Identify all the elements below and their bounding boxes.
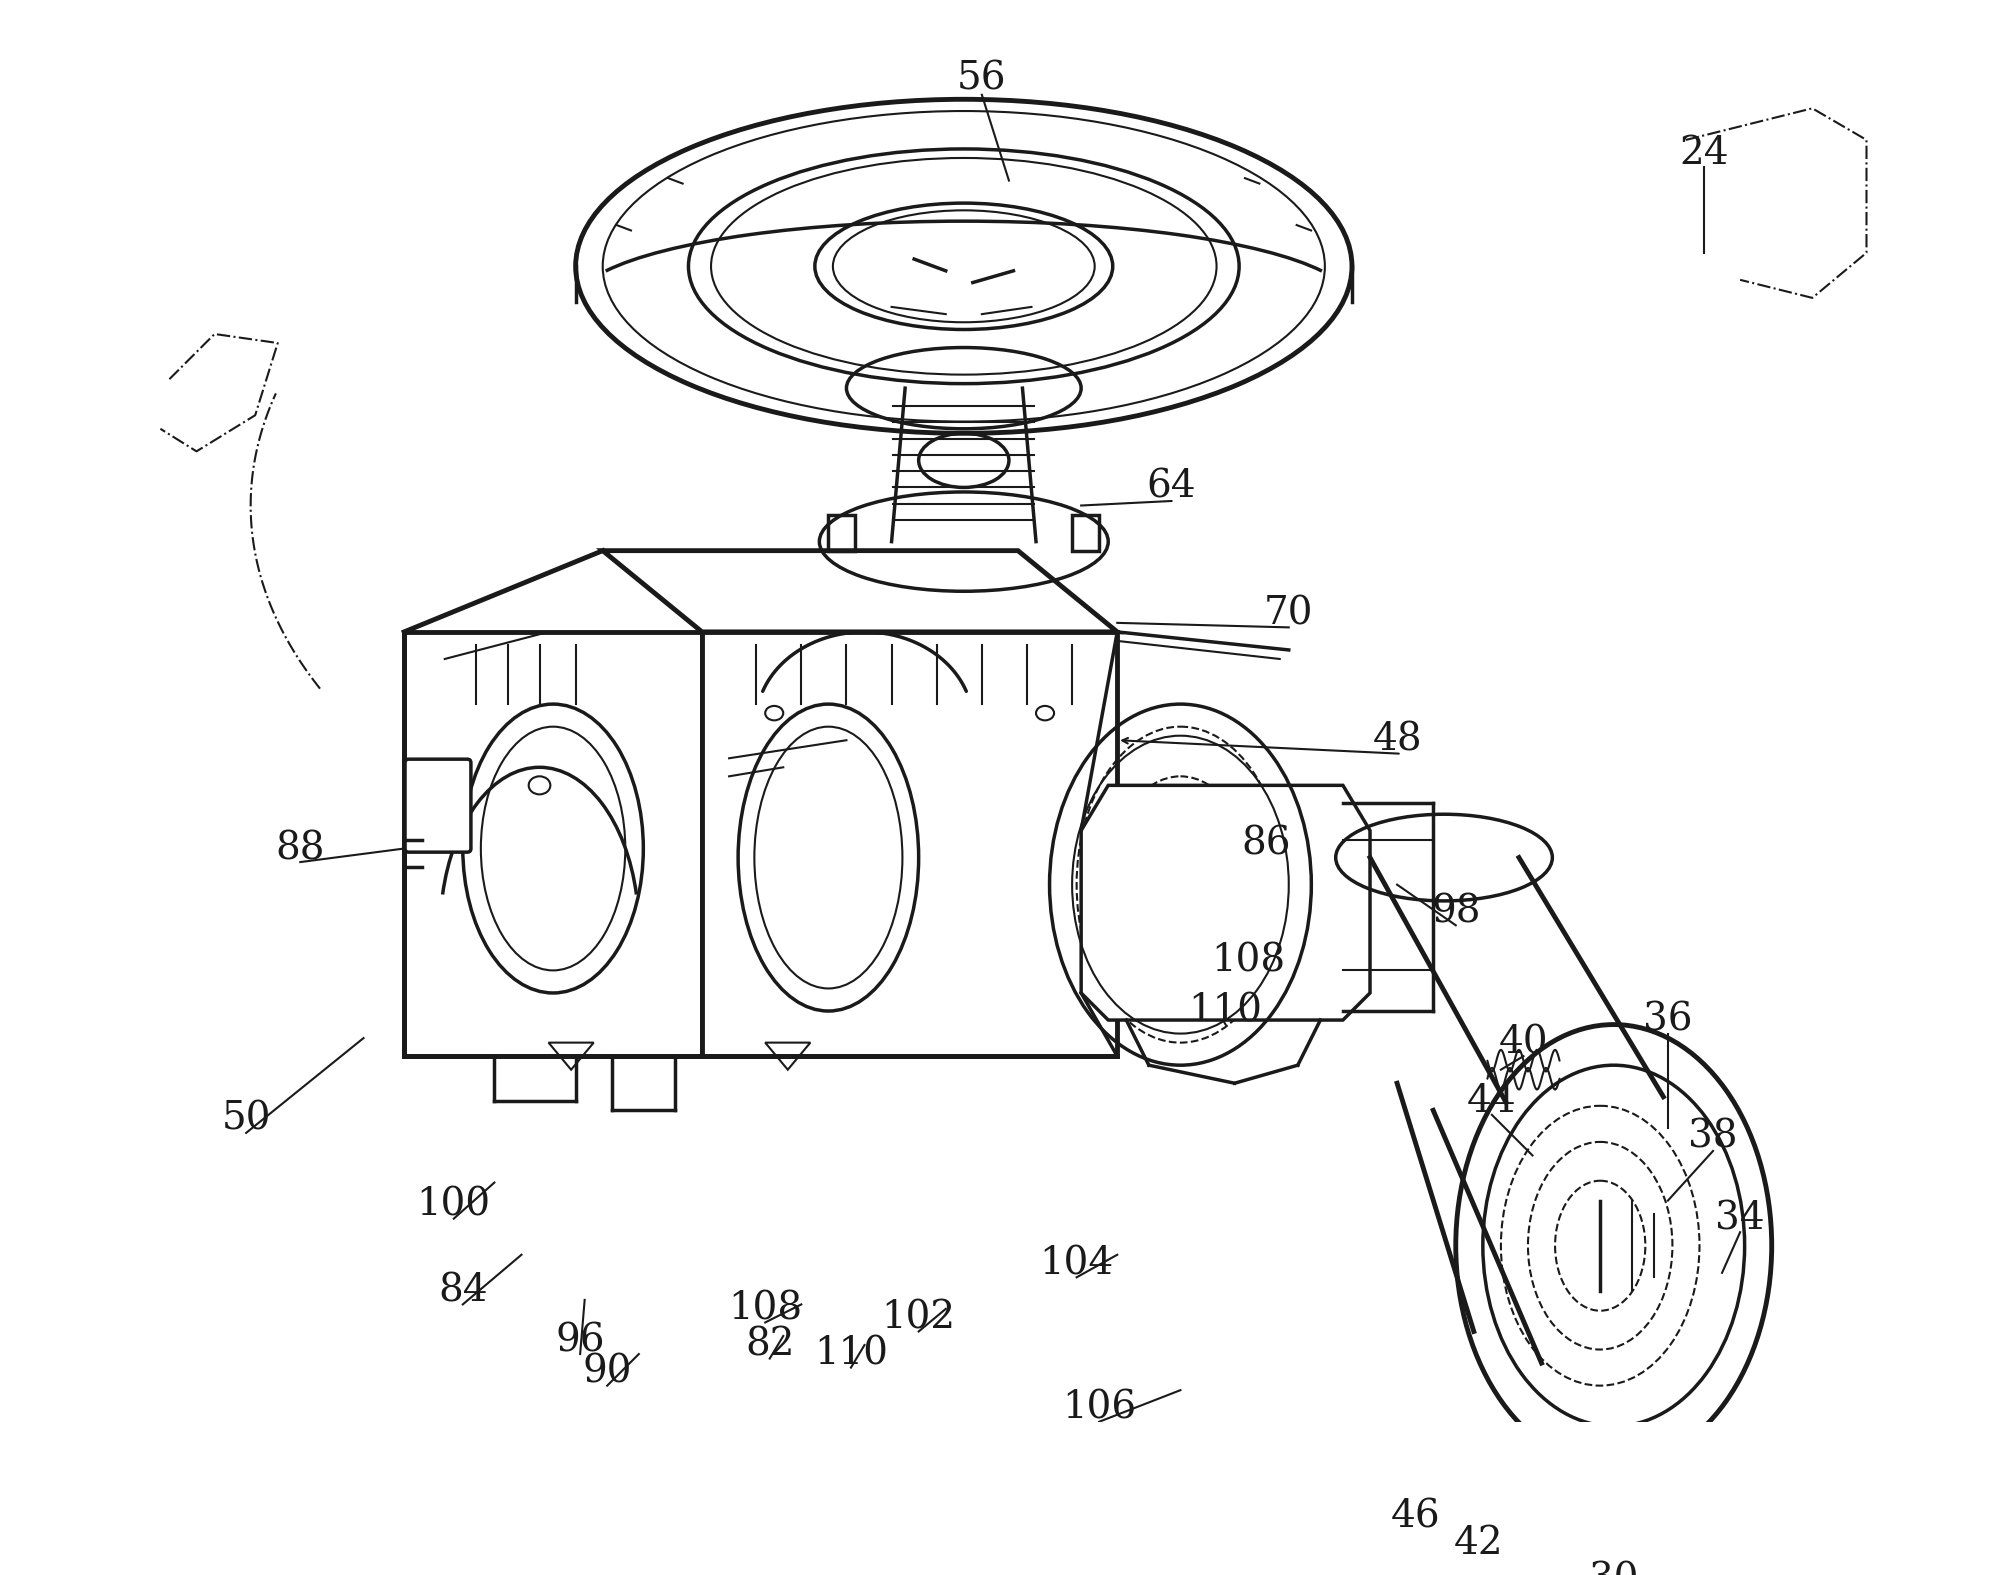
Text: 70: 70 xyxy=(1265,595,1313,632)
Text: 108: 108 xyxy=(1211,943,1285,980)
Text: 82: 82 xyxy=(745,1326,795,1364)
Text: 40: 40 xyxy=(1498,1024,1548,1062)
Text: 46: 46 xyxy=(1391,1498,1441,1536)
Polygon shape xyxy=(701,632,1117,1057)
Text: 108: 108 xyxy=(727,1290,803,1328)
Text: 50: 50 xyxy=(222,1101,272,1137)
FancyBboxPatch shape xyxy=(406,759,472,852)
Text: 30: 30 xyxy=(1588,1561,1638,1575)
Text: 88: 88 xyxy=(276,830,326,866)
Text: 106: 106 xyxy=(1063,1389,1137,1427)
Text: 34: 34 xyxy=(1716,1200,1764,1236)
Text: 96: 96 xyxy=(555,1321,605,1359)
Text: 102: 102 xyxy=(881,1299,955,1337)
Text: 64: 64 xyxy=(1147,469,1197,506)
Text: 38: 38 xyxy=(1688,1118,1738,1156)
Text: 56: 56 xyxy=(957,61,1007,98)
Text: 100: 100 xyxy=(418,1186,492,1224)
Text: 90: 90 xyxy=(583,1353,631,1391)
Text: 44: 44 xyxy=(1467,1082,1516,1120)
Text: 24: 24 xyxy=(1678,135,1728,172)
Text: 110: 110 xyxy=(813,1336,887,1372)
Text: 84: 84 xyxy=(438,1273,488,1309)
Text: 36: 36 xyxy=(1642,1002,1692,1038)
Polygon shape xyxy=(603,551,1117,632)
Text: 98: 98 xyxy=(1431,893,1481,931)
Text: 42: 42 xyxy=(1453,1525,1502,1562)
Text: 48: 48 xyxy=(1373,721,1423,759)
Polygon shape xyxy=(1081,786,1371,1021)
Polygon shape xyxy=(404,632,701,1057)
Text: 110: 110 xyxy=(1189,992,1263,1030)
Text: 104: 104 xyxy=(1039,1246,1113,1282)
Text: 86: 86 xyxy=(1241,825,1291,863)
